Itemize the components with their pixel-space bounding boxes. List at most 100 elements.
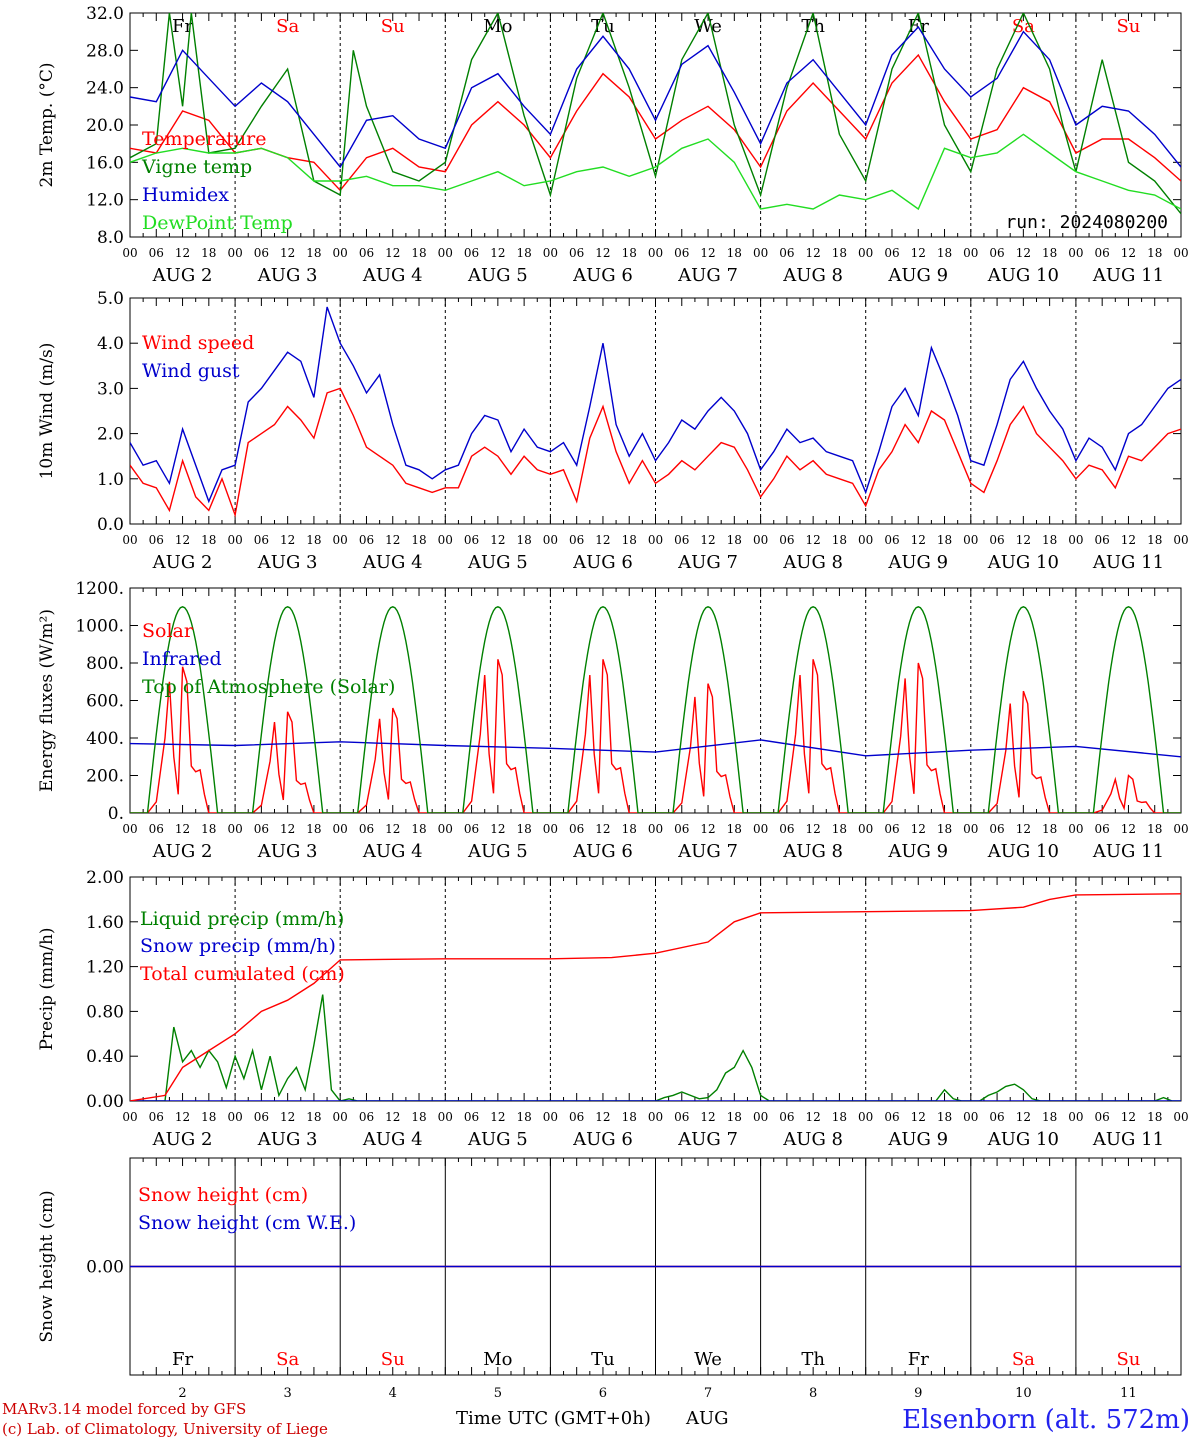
hour-tick-label: 18 <box>411 1110 426 1124</box>
hour-tick-label: 12 <box>490 533 505 547</box>
hour-tick-label: 18 <box>832 822 847 836</box>
y-tick-label: 1200. <box>75 579 124 599</box>
hour-tick-label: 06 <box>254 822 269 836</box>
hour-tick-label: 06 <box>1095 822 1110 836</box>
weekday-label: Fr <box>172 1349 193 1370</box>
y-tick-label: 1000. <box>75 617 124 637</box>
legend-entry: Snow precip (mm/h) <box>140 935 336 957</box>
hour-tick-label: 12 <box>175 246 190 260</box>
weekday-label: Mo <box>483 16 512 37</box>
hour-tick-label: 06 <box>149 533 164 547</box>
y-axis-label: 10m Wind (m/s) <box>37 343 57 480</box>
hour-tick-label: 18 <box>727 533 742 547</box>
hour-tick-label: 00 <box>858 246 873 260</box>
y-tick-label: 0.40 <box>86 1047 124 1067</box>
weekday-label: Sa <box>1012 1349 1035 1370</box>
weekday-label: Sa <box>276 1349 299 1370</box>
hour-tick-label: 06 <box>149 246 164 260</box>
hour-tick-label: 12 <box>280 246 295 260</box>
hour-tick-label: 12 <box>1016 533 1031 547</box>
hour-tick-label: 12 <box>911 1110 926 1124</box>
day-label: AUG 9 <box>887 552 948 573</box>
hour-tick-label: 18 <box>727 822 742 836</box>
hour-tick-label: 12 <box>490 246 505 260</box>
y-tick-label: 600. <box>86 692 124 712</box>
hour-tick-label: 06 <box>569 822 584 836</box>
y-tick-label: 28.0 <box>86 41 124 61</box>
hour-tick-label: 18 <box>411 246 426 260</box>
hour-tick-label: 00 <box>438 533 453 547</box>
hour-tick-label: 12 <box>806 822 821 836</box>
hour-tick-label: 18 <box>516 822 531 836</box>
day-number-label: 6 <box>599 1386 607 1401</box>
day-label: AUG 11 <box>1092 265 1164 286</box>
day-label: AUG 9 <box>887 841 948 862</box>
hour-tick-label: 18 <box>411 533 426 547</box>
legend-entry: Wind gust <box>142 360 240 382</box>
day-label: AUG 3 <box>257 265 318 286</box>
hour-tick-label: 06 <box>779 533 794 547</box>
weekday-label: We <box>694 1349 722 1370</box>
legend-entry: DewPoint Temp <box>142 212 293 234</box>
hour-tick-label: 18 <box>306 1110 321 1124</box>
day-label: AUG 11 <box>1092 841 1164 862</box>
day-label: AUG 5 <box>467 552 528 573</box>
hour-tick-label: 18 <box>622 246 637 260</box>
weekday-label: Sa <box>1012 16 1035 37</box>
y-tick-label: 8.0 <box>97 228 124 248</box>
day-label: AUG 6 <box>572 552 633 573</box>
weekday-label: Su <box>381 1349 405 1370</box>
series-line-infrared <box>130 739 1181 758</box>
hour-tick-label: 00 <box>1173 246 1188 260</box>
hour-tick-label: 12 <box>911 822 926 836</box>
y-tick-label: 200. <box>86 767 124 787</box>
hour-tick-label: 18 <box>937 533 952 547</box>
hour-tick-label: 06 <box>884 1110 899 1124</box>
hour-tick-label: 00 <box>648 533 663 547</box>
hour-tick-label: 12 <box>175 1110 190 1124</box>
y-tick-label: 2.0 <box>97 425 124 445</box>
hour-tick-label: 12 <box>490 1110 505 1124</box>
hour-tick-label: 12 <box>806 246 821 260</box>
hour-tick-label: 12 <box>700 1110 715 1124</box>
legend-entry: Snow height (cm W.E.) <box>138 1212 356 1234</box>
series-line-total-cumulated-cm- <box>130 893 1181 1101</box>
weekday-label: Fr <box>908 1349 929 1370</box>
hour-tick-label: 00 <box>963 533 978 547</box>
day-number-label: 9 <box>914 1386 922 1401</box>
hour-tick-label: 00 <box>438 822 453 836</box>
legend-entry: Humidex <box>142 184 229 206</box>
station-name: Elsenborn (alt. 572m) <box>902 1405 1190 1435</box>
day-number-label: 7 <box>704 1386 712 1401</box>
hour-tick-label: 00 <box>648 246 663 260</box>
hour-tick-label: 00 <box>1068 822 1083 836</box>
hour-tick-label: 18 <box>937 1110 952 1124</box>
hour-tick-label: 00 <box>1173 1110 1188 1124</box>
hour-tick-label: 00 <box>227 1110 242 1124</box>
hour-tick-label: 06 <box>1095 246 1110 260</box>
hour-tick-label: 00 <box>1173 822 1188 836</box>
hour-tick-label: 06 <box>254 1110 269 1124</box>
series-line-wind-gust <box>130 306 1181 504</box>
y-tick-label: 1.60 <box>86 913 124 933</box>
hour-tick-label: 18 <box>727 246 742 260</box>
hour-tick-label: 00 <box>753 1110 768 1124</box>
hour-tick-label: 18 <box>1042 533 1057 547</box>
footer-lab: (c) Lab. of Climatology, University of L… <box>2 1420 328 1438</box>
x-axis-month: AUG <box>685 1408 729 1429</box>
hour-tick-label: 12 <box>595 533 610 547</box>
hour-tick-label: 12 <box>700 822 715 836</box>
day-label: AUG 7 <box>677 1129 738 1150</box>
hour-tick-label: 00 <box>543 533 558 547</box>
hour-tick-label: 12 <box>1121 822 1136 836</box>
y-axis-label: Precip (mm/h) <box>37 927 57 1050</box>
day-label: AUG 3 <box>257 552 318 573</box>
hour-tick-label: 00 <box>1068 533 1083 547</box>
series-line-solar <box>130 659 1181 813</box>
hour-tick-label: 12 <box>280 533 295 547</box>
hour-tick-label: 18 <box>1147 1110 1162 1124</box>
legend-entry: Liquid precip (mm/h) <box>140 908 344 930</box>
hour-tick-label: 06 <box>674 1110 689 1124</box>
hour-tick-label: 06 <box>569 1110 584 1124</box>
hour-tick-label: 18 <box>516 1110 531 1124</box>
